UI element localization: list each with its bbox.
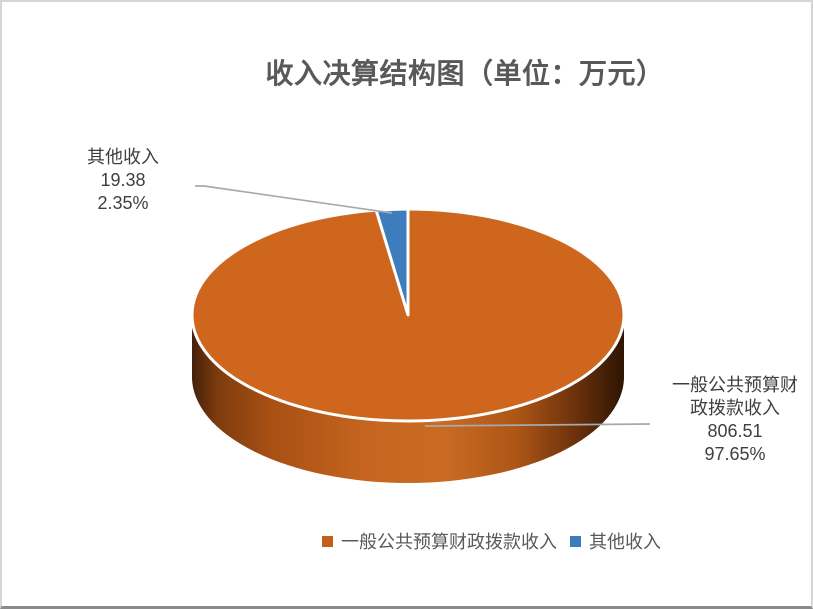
leader-line-general-budget <box>424 423 651 427</box>
data-label-general-name-line2: 政拨款收入 <box>690 398 780 418</box>
data-label-other-percent: 2.35% <box>97 193 149 213</box>
legend-item-general-budget: 一般公共预算财政拨款收入 <box>322 528 557 554</box>
legend-label-general-budget: 一般公共预算财政拨款收入 <box>341 532 557 552</box>
data-label-other-value: 19.38 <box>100 170 146 190</box>
chart-title: 收入决算结构图（单位：万元） <box>265 59 665 90</box>
legend-item-other-income: 其他收入 <box>570 528 661 554</box>
leader-line-other-income <box>195 185 393 214</box>
data-label-other-income: 其他收入 19.38 2.35% <box>87 146 159 215</box>
legend: 一般公共预算财政拨款收入 其他收入 <box>322 528 661 554</box>
legend-swatch-general-budget-icon <box>322 535 333 547</box>
data-label-general-name-line1: 一般公共预算财 <box>672 375 798 395</box>
pie-side <box>192 315 624 483</box>
legend-swatch-other-income-icon <box>570 535 581 547</box>
legend-label-other-income: 其他收入 <box>589 532 661 552</box>
data-label-general-percent: 97.65% <box>704 444 766 464</box>
data-label-other-name: 其他收入 <box>87 147 159 167</box>
data-label-general-value: 806.51 <box>707 421 763 441</box>
data-label-general-budget: 一般公共预算财 政拨款收入 806.51 97.65% <box>672 374 798 466</box>
